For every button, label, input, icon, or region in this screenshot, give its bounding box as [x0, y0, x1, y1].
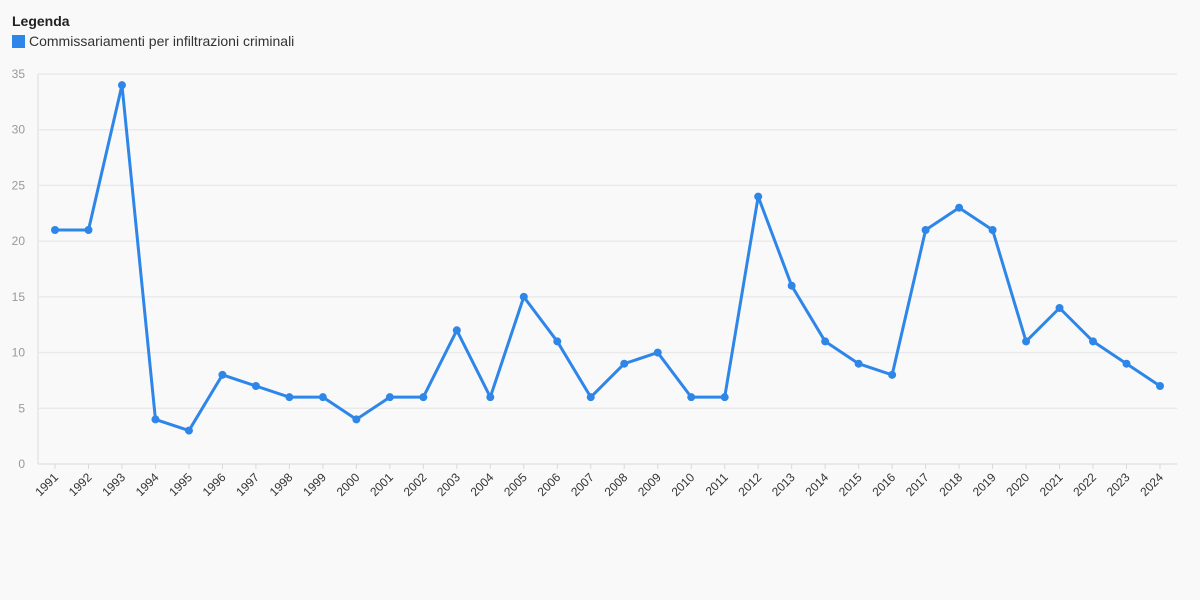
series-layer [51, 81, 1164, 435]
data-point[interactable] [1156, 382, 1164, 390]
y-tick-label: 10 [12, 346, 26, 360]
x-tick-label: 2007 [568, 470, 597, 499]
x-tick-label: 2011 [703, 470, 731, 498]
data-point[interactable] [854, 359, 863, 368]
x-tick-label: 1993 [99, 470, 128, 499]
legend: Legenda Commissariamenti per infiltrazio… [12, 12, 294, 49]
x-tick-label: 2012 [736, 470, 765, 499]
legend-item[interactable]: Commissariamenti per infiltrazioni crimi… [12, 33, 294, 49]
y-tick-label: 15 [12, 290, 26, 304]
x-tick-label: 2016 [869, 470, 898, 499]
x-tick-label: 1997 [233, 470, 262, 499]
data-point[interactable] [184, 426, 193, 435]
series-line [53, 83, 1162, 433]
data-point[interactable] [653, 348, 662, 357]
data-point[interactable] [117, 81, 126, 90]
data-point[interactable] [84, 226, 93, 234]
data-point[interactable] [318, 393, 327, 402]
x-tick-label: 2015 [836, 470, 865, 499]
x-tick-label: 2022 [1070, 470, 1099, 499]
y-tick-label: 0 [18, 457, 25, 471]
data-point[interactable] [888, 370, 897, 379]
data-point[interactable] [1055, 304, 1064, 312]
data-point[interactable] [285, 393, 294, 402]
data-point[interactable] [553, 337, 562, 346]
x-tick-label: 2004 [468, 470, 497, 499]
x-tick-label: 2002 [401, 470, 430, 499]
x-tick-label: 2003 [434, 470, 463, 499]
data-point[interactable] [921, 226, 930, 234]
x-tick-label: 2019 [970, 470, 999, 499]
x-tick-label: 1999 [300, 470, 329, 499]
x-tick-label: 2024 [1137, 470, 1166, 499]
data-point[interactable] [218, 370, 227, 379]
data-point[interactable] [151, 415, 160, 424]
data-point[interactable] [51, 226, 59, 234]
data-point[interactable] [586, 393, 595, 402]
x-tick-label: 2008 [602, 470, 631, 499]
data-point[interactable] [821, 337, 830, 346]
x-tick-label: 1996 [200, 470, 229, 499]
data-point[interactable] [720, 393, 729, 402]
x-tick-label: 1991 [32, 470, 61, 499]
x-tick-label: 2023 [1104, 470, 1133, 499]
x-tick-label: 2006 [535, 470, 564, 499]
y-tick-label: 5 [18, 401, 25, 415]
x-tick-label: 1994 [133, 470, 162, 499]
x-tick-label: 2009 [635, 470, 664, 499]
y-tick-label: 30 [12, 123, 26, 137]
data-point[interactable] [419, 393, 428, 402]
data-point[interactable] [955, 203, 964, 212]
data-point[interactable] [1089, 337, 1098, 346]
x-tick-label: 1992 [66, 470, 95, 499]
y-tick-label: 25 [12, 178, 26, 192]
data-point[interactable] [787, 281, 796, 290]
y-axis: 0 5 10 15 20 25 30 35 [12, 67, 39, 471]
data-point[interactable] [687, 393, 696, 402]
grid-lines [38, 73, 1177, 465]
data-point[interactable] [251, 382, 260, 390]
data-point[interactable] [1022, 337, 1031, 346]
data-point[interactable] [486, 393, 495, 402]
data-point[interactable] [754, 192, 763, 201]
x-tick-label: 2021 [1037, 470, 1066, 499]
x-tick-label: 2014 [802, 470, 831, 499]
x-tick-label: 2005 [501, 470, 530, 499]
x-tick-label: 2001 [367, 470, 396, 499]
x-axis: 1991 1992 1993 1994 1995 1996 1997 1998 1999 2000… [32, 464, 1166, 499]
legend-label: Commissariamenti per infiltrazioni crimi… [29, 33, 295, 49]
data-point[interactable] [620, 359, 629, 368]
y-tick-label: 35 [12, 67, 26, 81]
x-tick-label: 2017 [903, 470, 932, 499]
data-point[interactable] [352, 415, 361, 424]
data-point[interactable] [519, 292, 528, 301]
legend-swatch [12, 34, 25, 48]
x-tick-label: 2020 [1003, 470, 1032, 499]
x-tick-label: 2010 [669, 470, 698, 499]
x-tick-label: 2000 [334, 470, 363, 499]
x-tick-label: 2013 [769, 470, 798, 499]
y-tick-label: 20 [12, 234, 26, 248]
data-point[interactable] [988, 226, 997, 234]
x-tick-label: 2018 [936, 470, 965, 499]
data-point[interactable] [452, 326, 461, 335]
x-tick-label: 1995 [166, 470, 195, 499]
x-tick-label: 1998 [267, 470, 296, 499]
data-point[interactable] [1122, 359, 1131, 368]
legend-title: Legenda [12, 13, 70, 29]
data-point[interactable] [385, 393, 394, 402]
